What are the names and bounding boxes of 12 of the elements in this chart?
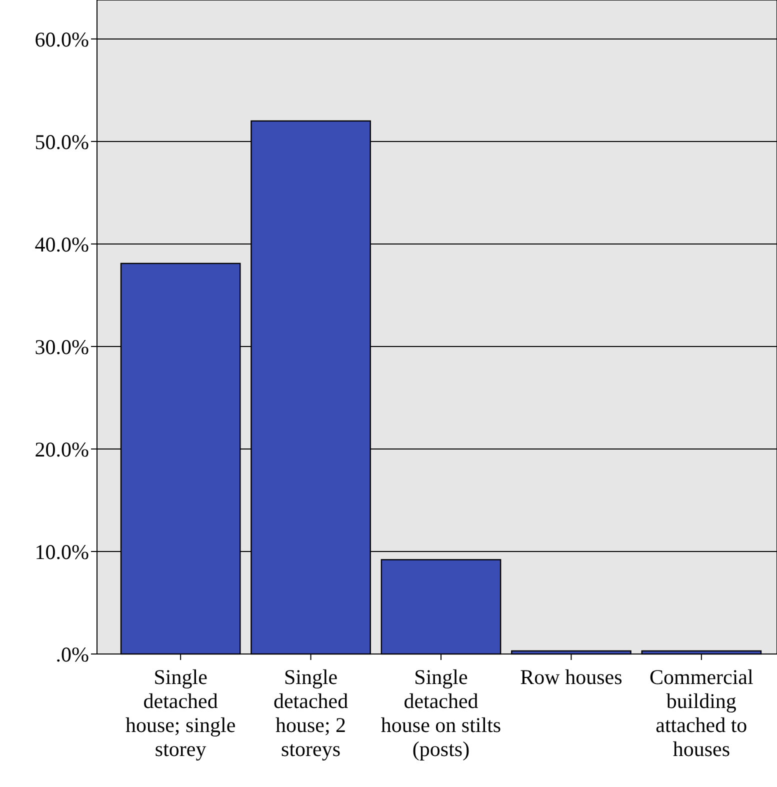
y-tick-label: 10.0% [34, 540, 89, 564]
y-tick-label: 40.0% [34, 232, 89, 256]
y-tick-label: 30.0% [34, 334, 89, 359]
y-tick-label: 50.0% [34, 130, 89, 154]
x-tick-label: Commercial building attached to houses [650, 665, 754, 761]
x-tick-label: Single detached house; single storey [125, 665, 236, 761]
x-tick-label: Single detached house on stilts (posts) [380, 665, 502, 761]
y-tick-label: 20.0% [34, 437, 89, 462]
x-tick-label: Row houses [520, 665, 622, 689]
y-tick-label: .0% [56, 642, 89, 666]
x-tick-label: Single detached house; 2 storeys [273, 665, 349, 761]
y-tick-label: 60.0% [34, 27, 89, 52]
